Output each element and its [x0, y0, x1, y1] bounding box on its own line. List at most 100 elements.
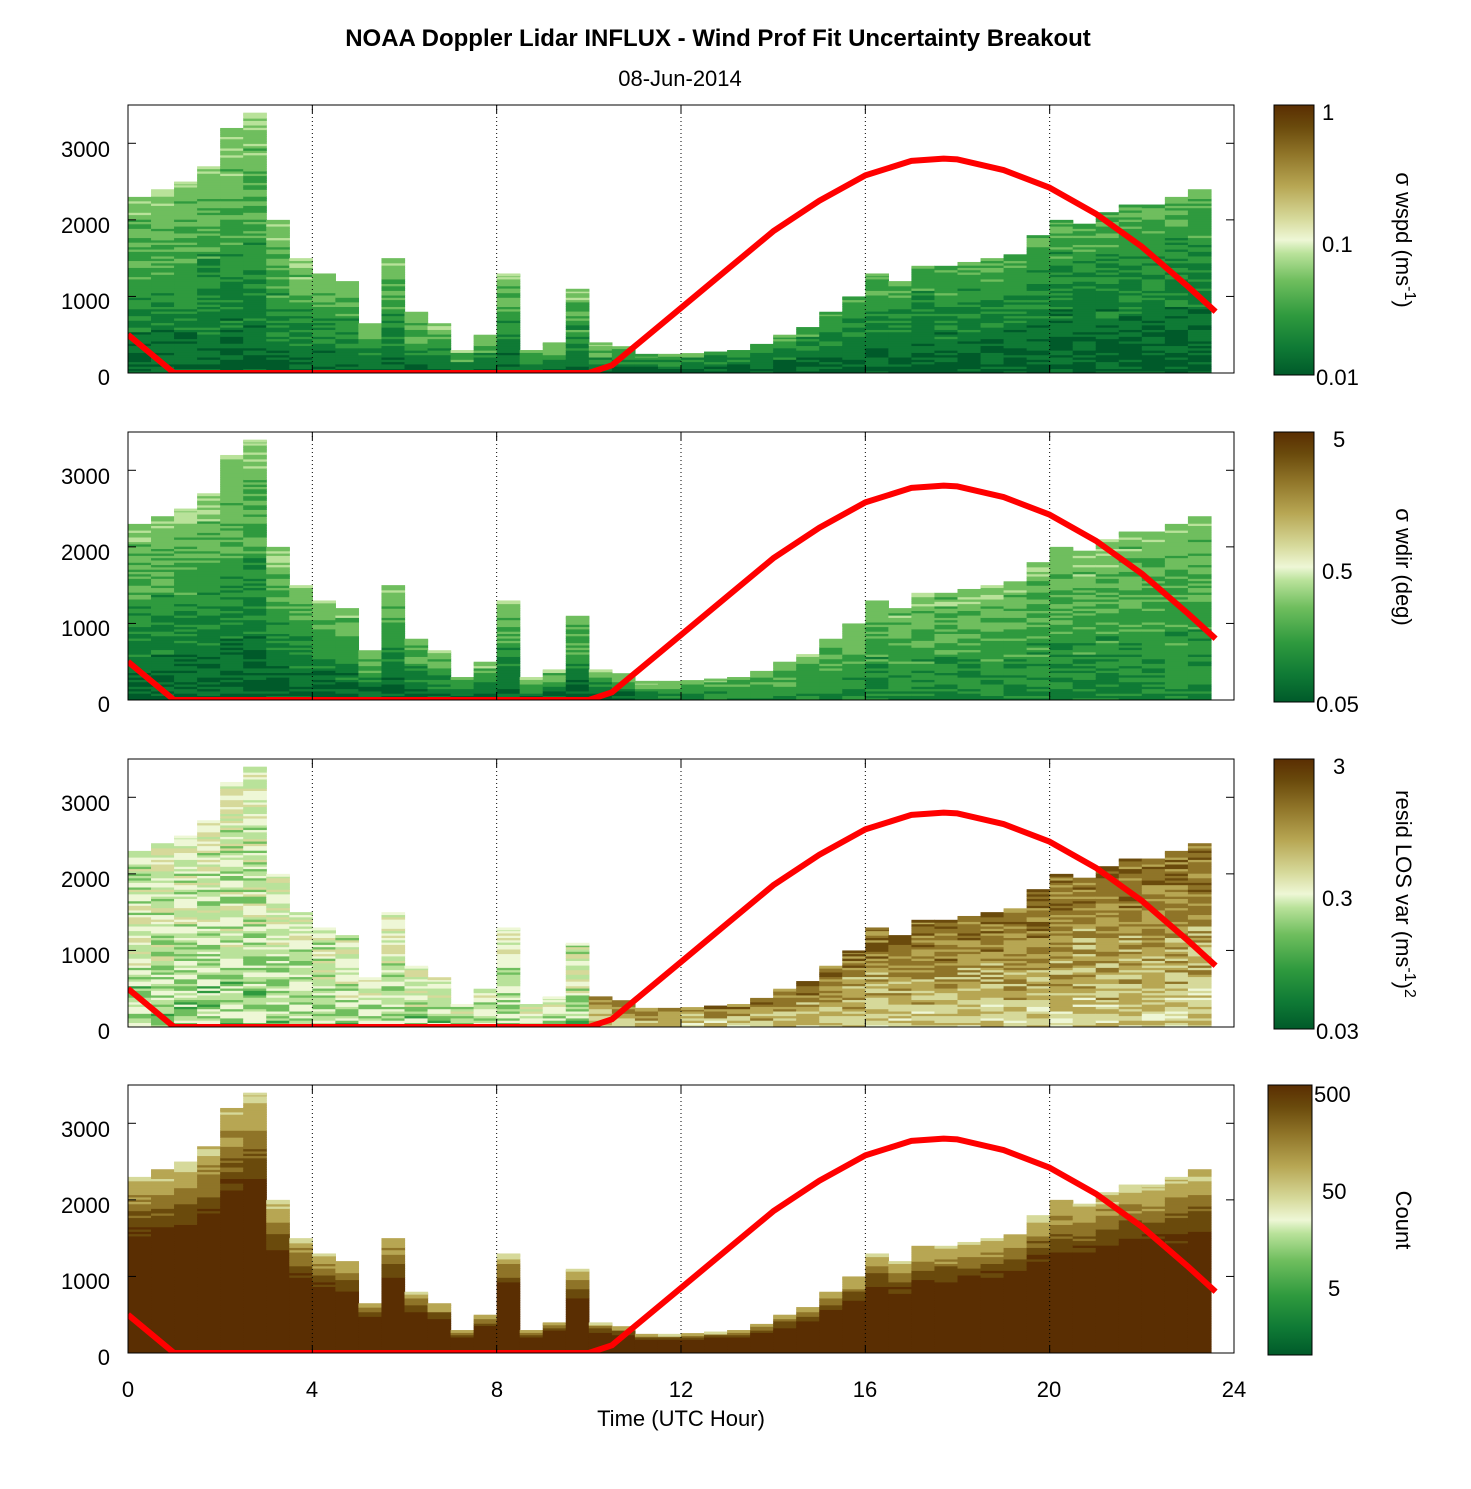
heatmap-cell — [842, 683, 866, 687]
heatmap-cell — [1049, 587, 1074, 591]
heatmap-cell — [819, 315, 843, 319]
heatmap-cell — [243, 886, 267, 890]
heatmap-cell — [980, 331, 1005, 335]
heatmap-cell — [128, 543, 152, 547]
heatmap-cell — [1095, 690, 1120, 694]
heatmap-cell — [266, 294, 290, 298]
heatmap-cell — [1095, 354, 1120, 358]
heatmap-cell — [220, 301, 244, 305]
heatmap-cell — [335, 329, 360, 333]
heatmap-cell — [128, 939, 152, 943]
heatmap-cell — [934, 350, 959, 353]
heatmap-cell — [128, 525, 152, 529]
heatmap-cell — [174, 935, 198, 939]
heatmap-cell — [220, 557, 244, 561]
heatmap-cell — [358, 650, 383, 654]
heatmap-cell — [151, 628, 175, 632]
heatmap-cell — [980, 327, 1005, 330]
heatmap-cell — [220, 246, 244, 250]
heatmap-cell — [888, 347, 913, 351]
heatmap-cell — [565, 637, 590, 641]
heatmap-cell — [957, 347, 982, 351]
heatmap-cell — [174, 674, 198, 678]
heatmap-cell — [266, 592, 290, 595]
heatmap-cell — [404, 317, 429, 321]
heatmap-cell — [335, 997, 360, 1001]
heatmap-cell — [496, 628, 521, 632]
heatmap-cell — [1141, 681, 1166, 685]
heatmap-cell — [128, 663, 152, 667]
heatmap-cell — [197, 193, 221, 197]
heatmap-cell — [151, 191, 175, 195]
heatmap-cell — [1072, 288, 1097, 291]
heatmap-cell — [496, 665, 521, 669]
heatmap-cell — [588, 354, 613, 358]
heatmap-cell — [197, 670, 221, 674]
heatmap-cell — [773, 334, 797, 338]
heatmap-cell — [197, 359, 221, 363]
heatmap-cell — [542, 347, 567, 351]
heatmap-cell — [151, 893, 175, 897]
heatmap-cell — [243, 447, 267, 451]
heatmap-cell — [243, 640, 267, 644]
heatmap-cell — [1118, 635, 1143, 639]
heatmap-cell — [128, 356, 152, 360]
heatmap-cell — [243, 831, 267, 835]
heatmap-cell — [1072, 271, 1097, 275]
heatmap-cell — [289, 932, 313, 936]
heatmap-cell — [266, 951, 290, 955]
heatmap-cell — [358, 674, 383, 678]
heatmap-cell — [1026, 324, 1051, 328]
heatmap-cell — [243, 299, 267, 303]
heatmap-cell — [128, 352, 152, 356]
heatmap-cell — [796, 670, 820, 674]
heatmap-cell — [220, 948, 244, 952]
heatmap-cell — [174, 866, 198, 870]
heatmap-cell — [980, 665, 1005, 669]
heatmap-cell — [1118, 603, 1143, 607]
heatmap-cell — [681, 354, 705, 358]
heatmap-cell — [1003, 329, 1028, 333]
heatmap-cell — [266, 1022, 290, 1026]
heatmap-cell — [266, 569, 290, 572]
heatmap-cell — [1026, 290, 1051, 294]
y-tick-label: 3000 — [61, 137, 110, 162]
heatmap-cell — [335, 299, 360, 303]
heatmap-cell — [289, 322, 313, 326]
heatmap-cell — [243, 582, 267, 586]
heatmap-cell — [934, 688, 959, 692]
heatmap-cell — [220, 361, 244, 365]
heatmap-cell — [312, 617, 336, 621]
heatmap-cell — [197, 497, 221, 501]
heatmap-cell — [220, 928, 244, 932]
heatmap-cell — [174, 258, 198, 262]
heatmap-cell — [980, 258, 1005, 262]
heatmap-cell — [1187, 338, 1212, 342]
heatmap-cell — [243, 932, 267, 936]
heatmap-cell — [865, 273, 889, 277]
heatmap-cell — [1003, 366, 1028, 370]
heatmap-cell — [197, 852, 221, 856]
heatmap-cell — [1141, 562, 1166, 566]
heatmap-cell — [151, 543, 175, 547]
heatmap-cell — [312, 647, 336, 651]
heatmap-cell — [174, 285, 198, 289]
heatmap-cell — [427, 663, 452, 667]
heatmap-cell — [980, 683, 1005, 687]
heatmap-cell — [220, 1020, 244, 1024]
heatmap-cell — [796, 352, 820, 356]
heatmap-cell — [289, 615, 313, 618]
heatmap-cell — [565, 347, 590, 351]
heatmap-cell — [450, 350, 475, 353]
heatmap-cell — [1072, 331, 1097, 335]
heatmap-cell — [1164, 237, 1189, 241]
heatmap-cell — [1095, 562, 1120, 566]
heatmap-cell — [1095, 564, 1120, 568]
heatmap-cell — [243, 769, 267, 773]
heatmap-cell — [128, 281, 152, 285]
heatmap-cell — [1164, 693, 1189, 697]
heatmap-cell — [220, 866, 244, 870]
heatmap-cell — [220, 824, 244, 828]
heatmap-cell — [865, 640, 889, 644]
heatmap-cell — [266, 292, 290, 296]
